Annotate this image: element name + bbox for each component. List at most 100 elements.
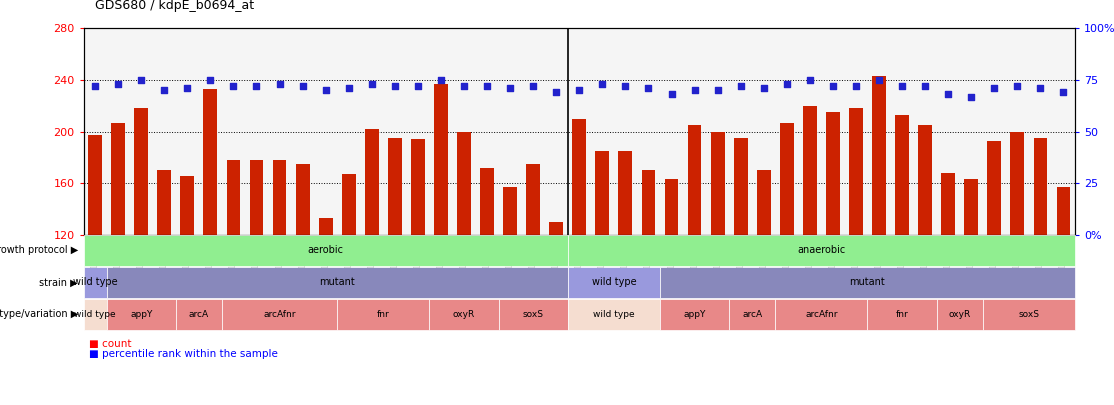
Bar xyxy=(549,222,564,235)
Point xyxy=(639,85,657,92)
Bar xyxy=(1056,187,1071,235)
Bar xyxy=(365,129,379,235)
Text: appY: appY xyxy=(683,310,706,319)
Bar xyxy=(803,106,817,235)
Bar xyxy=(918,125,932,235)
Point xyxy=(870,77,888,83)
Bar xyxy=(665,179,678,235)
Point xyxy=(340,85,358,92)
Text: mutant: mutant xyxy=(850,277,886,288)
Bar xyxy=(342,174,355,235)
Text: arcAfnr: arcAfnr xyxy=(805,310,838,319)
Point xyxy=(939,91,957,98)
Bar xyxy=(111,123,125,235)
Point xyxy=(778,81,795,87)
Bar xyxy=(825,112,840,235)
Bar xyxy=(941,173,955,235)
Bar xyxy=(711,132,724,235)
Bar xyxy=(135,109,148,235)
Text: oxyR: oxyR xyxy=(949,310,970,319)
Point xyxy=(893,83,911,90)
Point xyxy=(824,83,842,90)
Point xyxy=(202,77,219,83)
Text: arcA: arcA xyxy=(742,310,762,319)
Point xyxy=(986,85,1004,92)
Point xyxy=(709,87,726,94)
Point xyxy=(409,83,427,90)
Point xyxy=(501,85,519,92)
Text: wild type: wild type xyxy=(592,277,636,288)
Text: arcA: arcA xyxy=(188,310,209,319)
Point xyxy=(478,83,496,90)
Point xyxy=(616,83,634,90)
Text: strain ▶: strain ▶ xyxy=(39,277,78,288)
Bar xyxy=(273,160,286,235)
Bar xyxy=(388,138,402,235)
Point xyxy=(363,81,381,87)
Text: ■ percentile rank within the sample: ■ percentile rank within the sample xyxy=(89,349,278,359)
Point xyxy=(86,83,104,90)
Text: appY: appY xyxy=(130,310,153,319)
Text: arcAfnr: arcAfnr xyxy=(263,310,296,319)
Bar xyxy=(1034,138,1047,235)
Bar xyxy=(618,151,633,235)
Point xyxy=(663,91,681,98)
Point xyxy=(109,81,127,87)
Text: wild type: wild type xyxy=(75,310,116,319)
Point xyxy=(547,89,565,96)
Point xyxy=(1055,89,1073,96)
Bar xyxy=(642,171,655,235)
Point xyxy=(962,93,980,100)
Bar xyxy=(756,171,771,235)
Text: aerobic: aerobic xyxy=(307,245,343,256)
Point xyxy=(155,87,173,94)
Text: anaerobic: anaerobic xyxy=(798,245,846,256)
Point xyxy=(316,87,334,94)
Bar xyxy=(896,115,909,235)
Text: growth protocol ▶: growth protocol ▶ xyxy=(0,245,78,256)
Point xyxy=(801,77,819,83)
Bar xyxy=(457,132,471,235)
Text: wild type: wild type xyxy=(593,310,635,319)
Text: soxS: soxS xyxy=(522,310,544,319)
Bar xyxy=(987,141,1001,235)
Point xyxy=(178,85,196,92)
Text: fnr: fnr xyxy=(896,310,908,319)
Bar xyxy=(434,84,448,235)
Text: soxS: soxS xyxy=(1018,310,1039,319)
Point xyxy=(570,87,588,94)
Bar xyxy=(250,160,263,235)
Bar xyxy=(319,218,333,235)
Point xyxy=(456,83,473,90)
Point xyxy=(432,77,450,83)
Bar xyxy=(687,125,702,235)
Bar xyxy=(226,160,241,235)
Point xyxy=(133,77,150,83)
Text: fnr: fnr xyxy=(377,310,390,319)
Point xyxy=(916,83,934,90)
Bar xyxy=(180,175,194,235)
Bar xyxy=(504,187,517,235)
Point xyxy=(685,87,703,94)
Bar xyxy=(872,76,886,235)
Bar xyxy=(1010,132,1024,235)
Text: GDS680 / kdpE_b0694_at: GDS680 / kdpE_b0694_at xyxy=(95,0,254,12)
Bar xyxy=(849,109,863,235)
Point xyxy=(247,83,265,90)
Bar xyxy=(204,89,217,235)
Point xyxy=(525,83,543,90)
Bar xyxy=(157,171,172,235)
Point xyxy=(1032,85,1049,92)
Point xyxy=(847,83,864,90)
Text: wild type: wild type xyxy=(72,277,117,288)
Bar xyxy=(734,138,747,235)
Point xyxy=(385,83,403,90)
Text: oxyR: oxyR xyxy=(453,310,475,319)
Text: ■ count: ■ count xyxy=(89,339,131,349)
Point xyxy=(732,83,750,90)
Text: mutant: mutant xyxy=(320,277,355,288)
Bar xyxy=(573,119,586,235)
Bar xyxy=(480,168,494,235)
Bar xyxy=(526,164,540,235)
Point xyxy=(594,81,612,87)
